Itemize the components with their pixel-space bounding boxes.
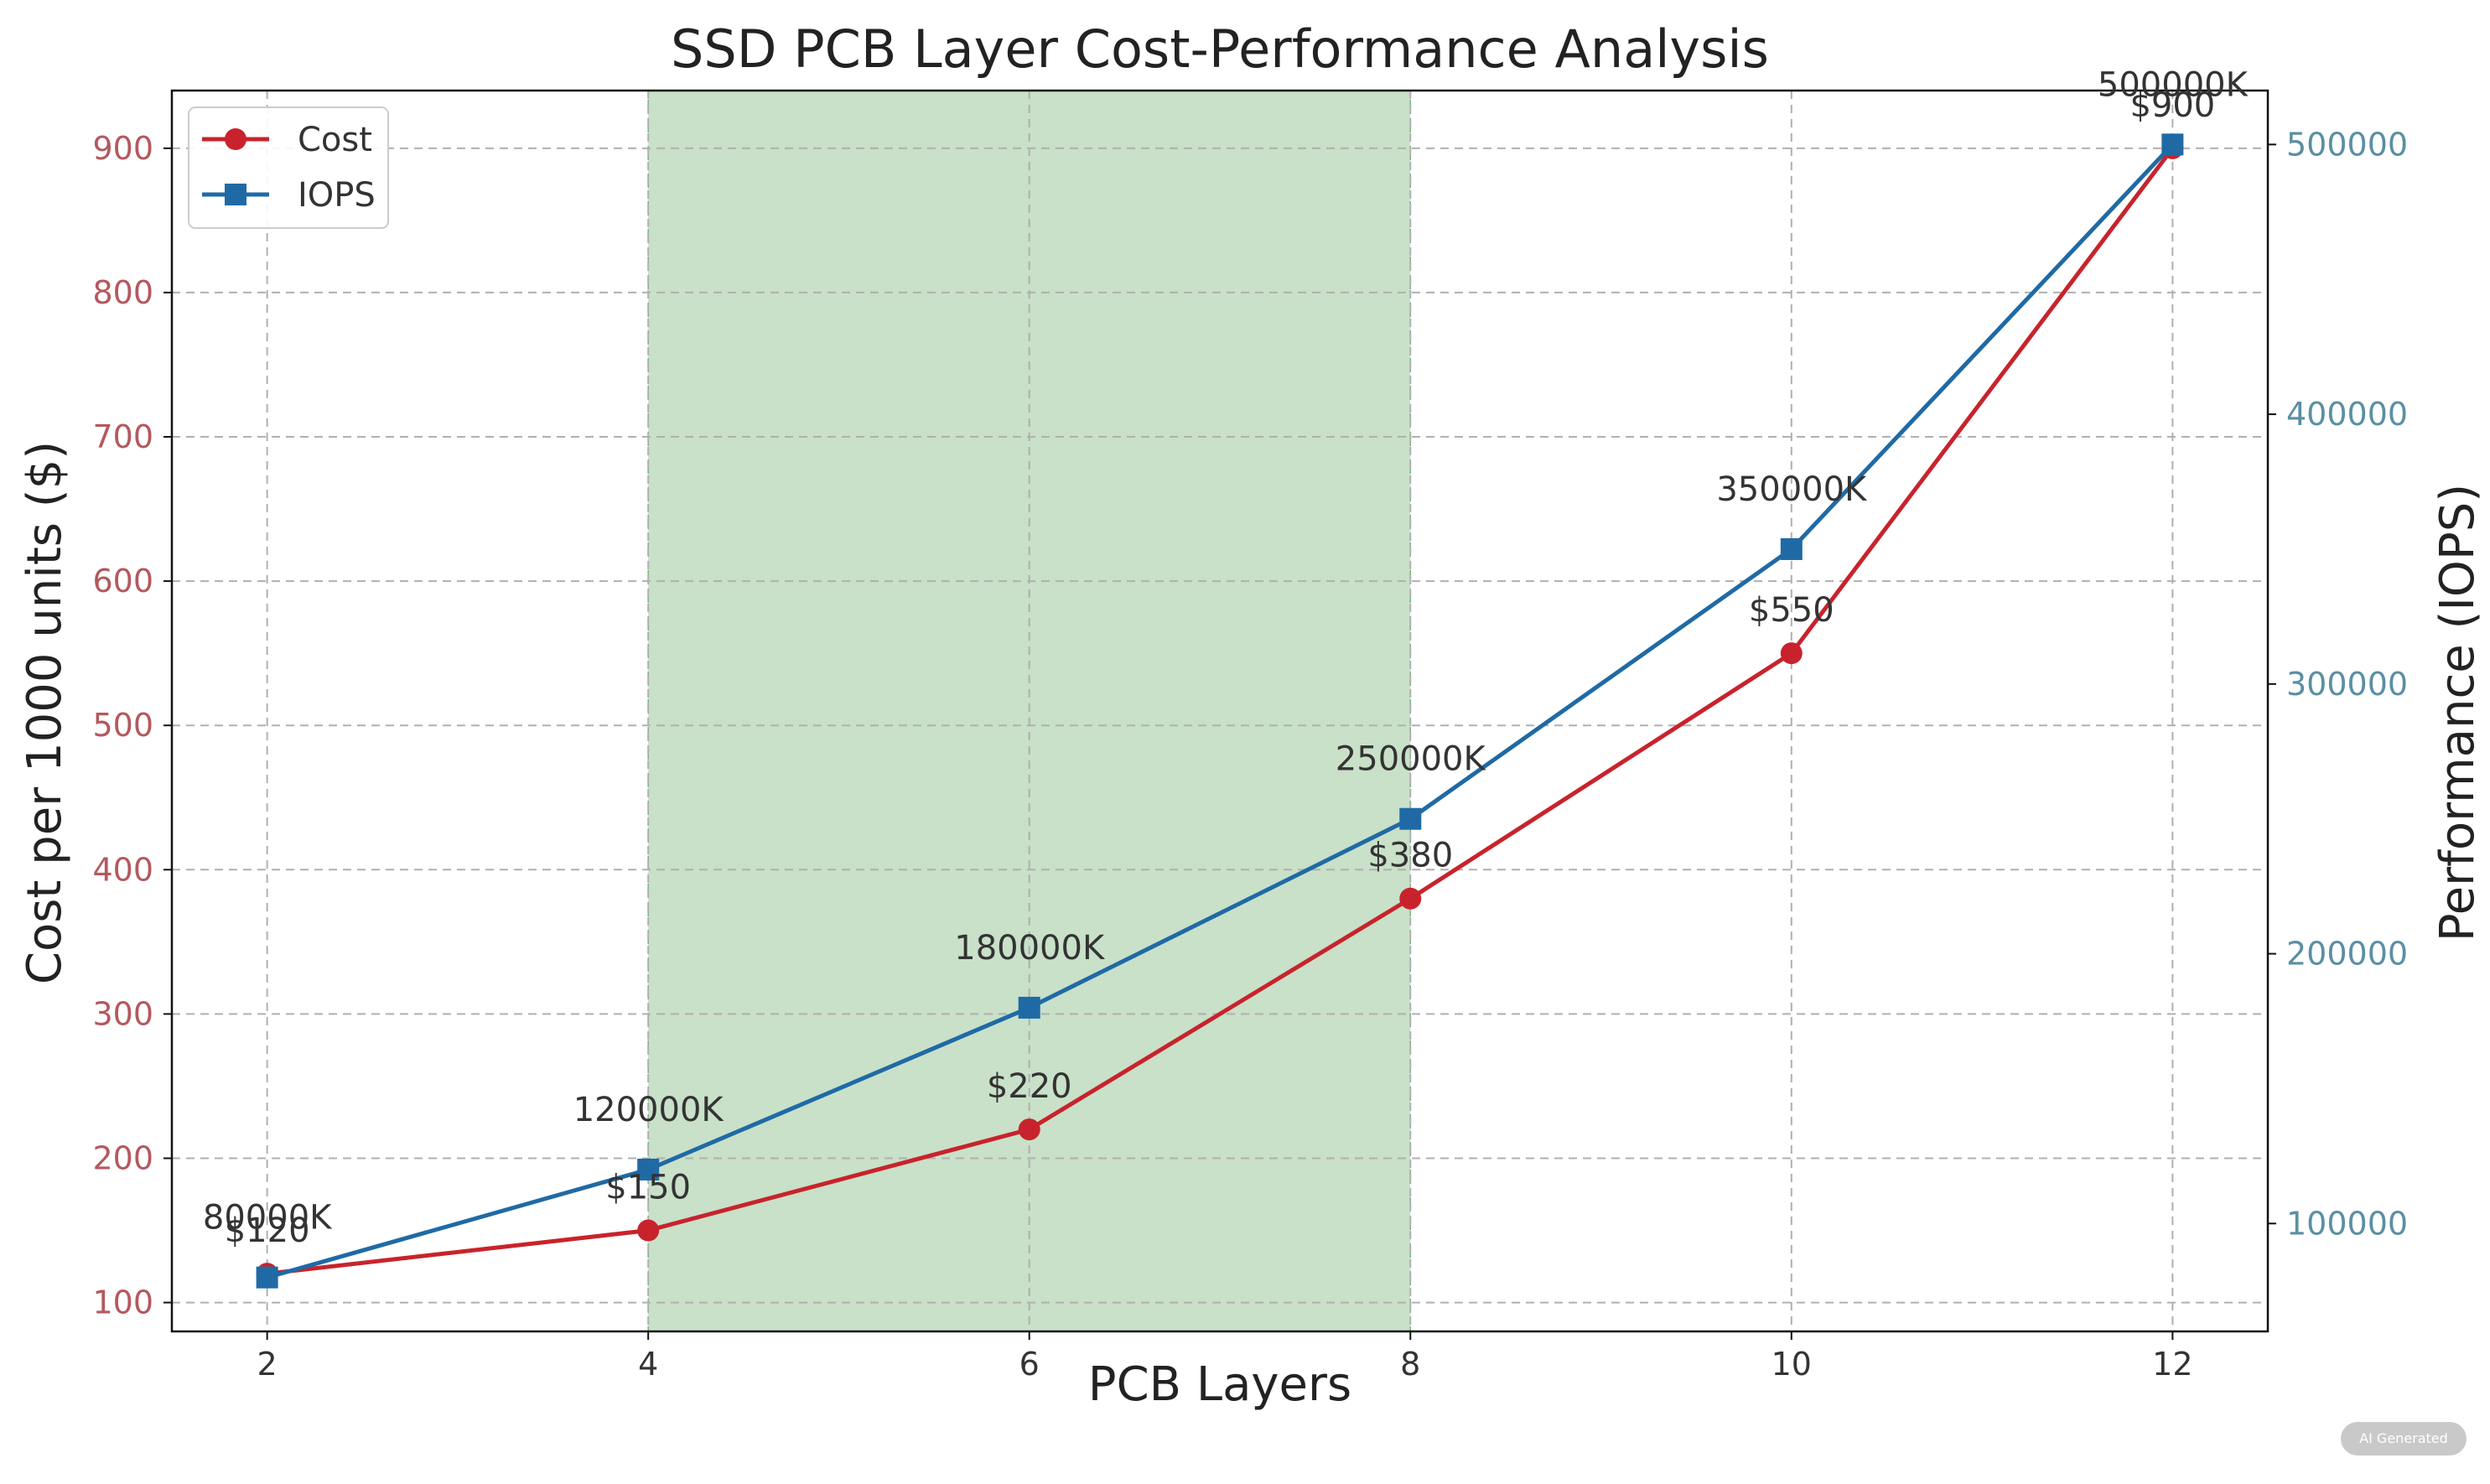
y-left-tick-label: 500 xyxy=(92,707,153,744)
y-right-tick-label: 100000 xyxy=(2286,1205,2408,1242)
iops-point xyxy=(2161,133,2184,156)
y-axis-label-right: Performance (IOPS) xyxy=(2430,484,2485,942)
legend-marker-cost xyxy=(225,128,246,150)
x-tick-label: 4 xyxy=(638,1346,658,1383)
y-left-tick-label: 900 xyxy=(92,130,153,167)
y-left-tick-label: 400 xyxy=(92,851,153,888)
y-right-tick-label: 400000 xyxy=(2286,396,2408,433)
iops-point xyxy=(1399,807,1422,830)
cost-data-label: $150 xyxy=(605,1169,691,1207)
cost-data-label: $120 xyxy=(225,1212,310,1250)
chart-title: SSD PCB Layer Cost-Performance Analysis xyxy=(671,18,1769,80)
y-left-tick-label: 300 xyxy=(92,995,153,1032)
y-right-tick-label: 200000 xyxy=(2286,936,2408,973)
cost-data-label: $900 xyxy=(2129,86,2215,125)
iops-data-label: 180000K xyxy=(954,929,1106,968)
cost-data-label: $380 xyxy=(1367,837,1453,875)
ai-generated-badge: AI Generated xyxy=(2341,1422,2467,1455)
legend-label-iops: IOPS xyxy=(298,176,376,215)
iops-point xyxy=(1780,537,1803,560)
cost-point xyxy=(1399,887,1422,910)
x-tick-label: 10 xyxy=(1772,1346,1812,1383)
iops-point xyxy=(256,1266,278,1289)
iops-data-label: 80000K xyxy=(203,1199,333,1238)
iops-data-label: 250000K xyxy=(1336,740,1487,779)
legend-marker-iops xyxy=(225,184,246,205)
y-right-tick-label: 500000 xyxy=(2286,126,2408,163)
iops-point xyxy=(1018,996,1040,1019)
iops-data-label: 120000K xyxy=(573,1091,725,1129)
y-left-tick-label: 700 xyxy=(92,418,153,455)
x-tick-label: 6 xyxy=(1019,1346,1040,1383)
y-left-tick-label: 200 xyxy=(92,1139,153,1176)
x-axis-label: PCB Layers xyxy=(1088,1357,1351,1412)
iops-data-label: 500000K xyxy=(2098,65,2249,104)
legend-label-cost: Cost xyxy=(298,121,372,159)
cost-data-label: $550 xyxy=(1749,591,1834,630)
cost-point xyxy=(1780,642,1803,665)
x-tick-label: 8 xyxy=(1400,1346,1420,1383)
y-left-tick-label: 800 xyxy=(92,274,153,311)
cost-data-label: $220 xyxy=(987,1067,1072,1106)
y-left-tick-label: 100 xyxy=(92,1284,153,1321)
y-axis-label-left: Cost per 1000 units ($) xyxy=(18,441,72,984)
iops-point xyxy=(637,1158,660,1180)
cost-point xyxy=(637,1219,660,1242)
plot-frame xyxy=(170,89,2270,1333)
x-tick-label: 2 xyxy=(257,1346,278,1383)
y-right-tick-label: 300000 xyxy=(2286,666,2408,703)
series-line-iops xyxy=(266,143,2175,1280)
cost-point xyxy=(1018,1118,1040,1141)
x-tick-label: 12 xyxy=(2152,1346,2192,1383)
iops-data-label: 350000K xyxy=(1716,470,1868,509)
series-line-cost xyxy=(267,147,2175,1276)
y-left-tick-label: 600 xyxy=(92,563,153,599)
